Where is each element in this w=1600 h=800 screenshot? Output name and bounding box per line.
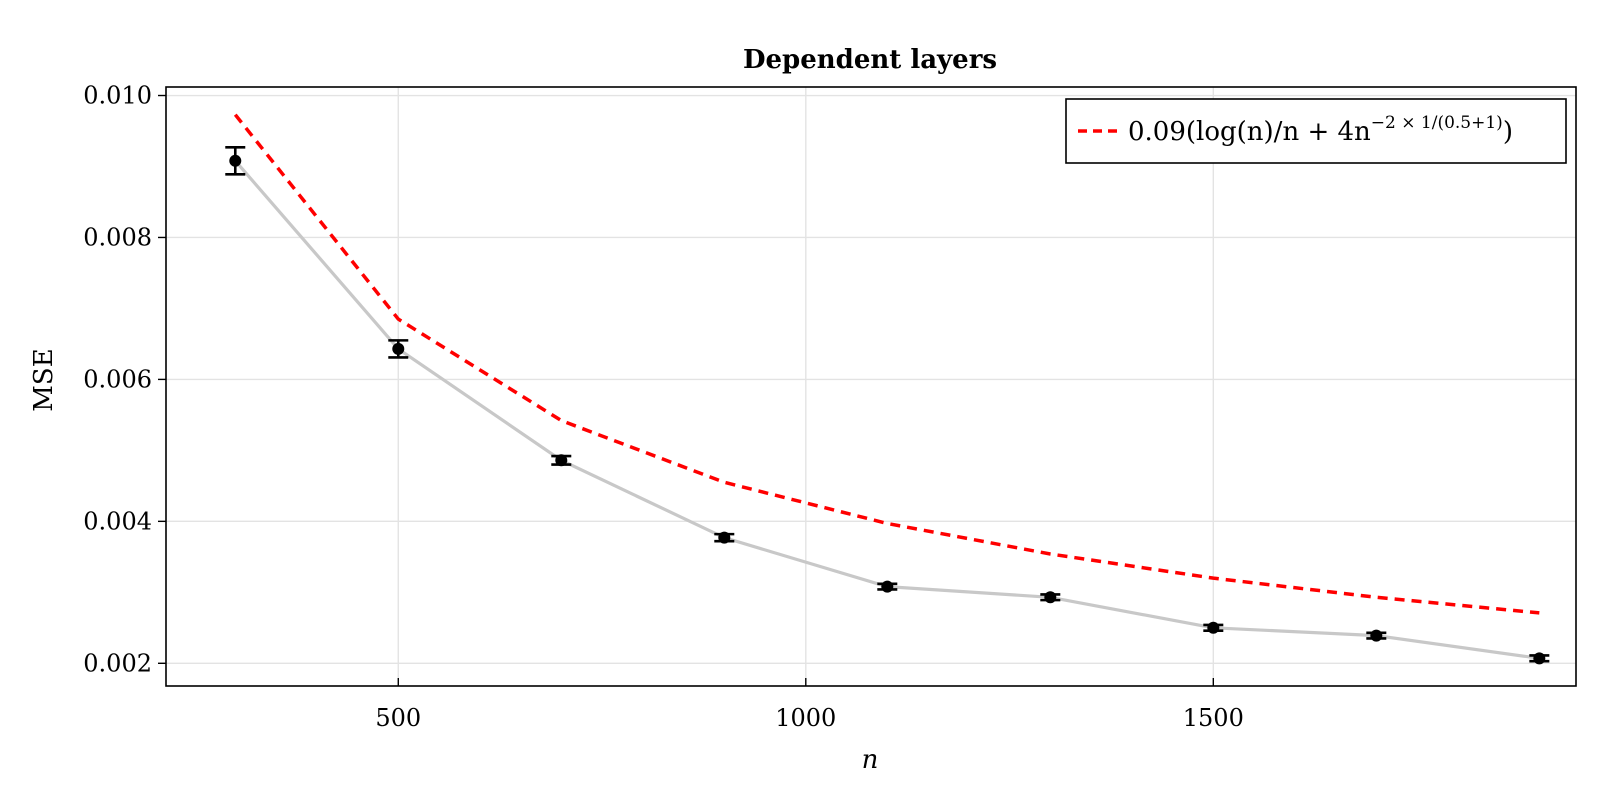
data-point — [555, 454, 568, 467]
grid — [166, 87, 1576, 686]
x-tick-label: 1000 — [775, 704, 836, 732]
x-tick-label: 500 — [375, 704, 421, 732]
legend-label-body: (log(n)/n + 4n — [1186, 117, 1371, 147]
y-tick-label: 0.008 — [83, 223, 152, 251]
data-point — [1370, 629, 1383, 642]
data-point — [1533, 652, 1546, 665]
legend-label-suffix: ) — [1503, 117, 1513, 147]
legend-label: 0.09(log(n)/n + 4n−2 × 1/(0.5+1)) — [1128, 113, 1513, 147]
y-axis-ticks: 0.002 0.004 0.006 0.008 0.010 — [83, 82, 166, 677]
data-point — [1207, 621, 1220, 634]
series-fit-dashed-line — [233, 113, 1540, 615]
legend-label-exponent: −2 × 1/(0.5+1) — [1371, 113, 1503, 133]
plot-frame — [165, 86, 1577, 687]
y-tick-label: 0.004 — [83, 507, 152, 535]
data-point — [229, 154, 242, 167]
y-axis-label: MSE — [29, 348, 59, 411]
x-axis-ticks: 500 1000 1500 — [375, 678, 1244, 732]
y-tick-label: 0.002 — [83, 649, 152, 677]
series-layer — [225, 113, 1550, 665]
data-point — [1044, 591, 1057, 604]
data-point — [392, 342, 405, 355]
x-axis-label: n — [862, 745, 879, 775]
data-point — [881, 580, 894, 593]
y-tick-label: 0.006 — [83, 365, 152, 393]
legend: 0.09(log(n)/n + 4n−2 × 1/(0.5+1)) — [1065, 98, 1567, 164]
data-point — [718, 531, 731, 544]
y-tick-label: 0.010 — [83, 82, 152, 110]
x-tick-label: 1500 — [1183, 704, 1244, 732]
chart-title: Dependent layers — [743, 45, 997, 75]
legend-label-prefix: 0.09 — [1128, 117, 1186, 147]
legend-box — [1065, 98, 1567, 164]
